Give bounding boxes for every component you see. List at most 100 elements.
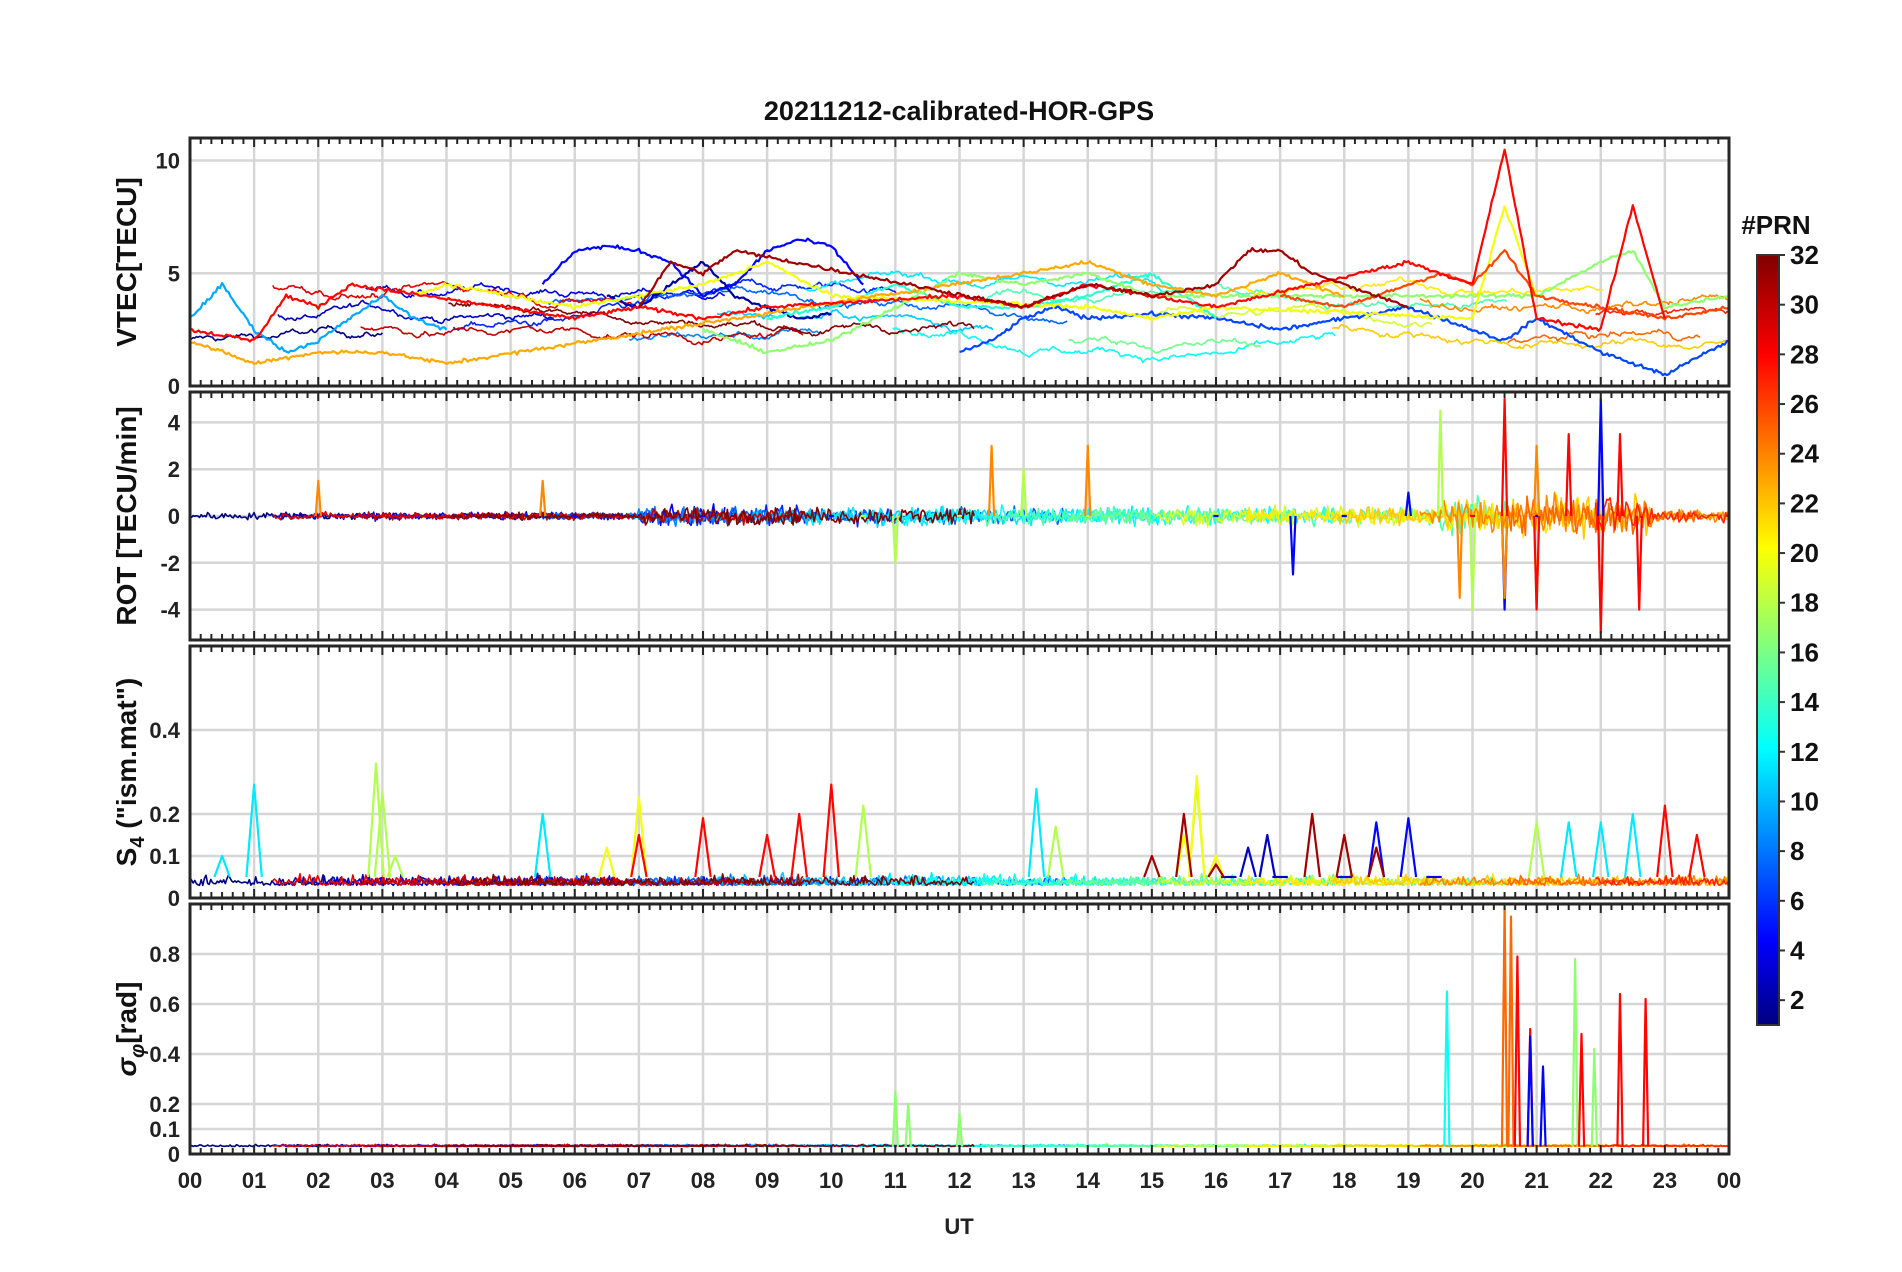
x-tick-label: 21 — [1524, 1168, 1548, 1193]
peak-prn-28 — [758, 833, 776, 878]
x-tick-label: 00 — [1717, 1168, 1741, 1193]
peak-prn-25 — [1507, 915, 1515, 1147]
colorbar-tick-label: 8 — [1790, 836, 1804, 866]
peak-prn-20 — [1207, 854, 1225, 878]
background-trace-prn-11 — [716, 309, 994, 333]
peak-prn-17 — [1571, 957, 1579, 1147]
peak-prn-12 — [1559, 821, 1578, 878]
series-line-prn-26 — [1280, 249, 1729, 321]
x-tick-label: 17 — [1268, 1168, 1292, 1193]
series-prn-12 — [213, 783, 1642, 878]
colorbar-tick-label: 6 — [1790, 886, 1804, 916]
series-prn-20 — [598, 775, 1225, 878]
peak-prn-5 — [1399, 817, 1418, 878]
series-line-prn-7 — [959, 305, 1729, 377]
y-tick-label: 0.4 — [149, 718, 180, 743]
x-tick-label: 09 — [755, 1168, 779, 1193]
peak-prn-3 — [1239, 846, 1257, 878]
colorbar-tick-label: 10 — [1790, 786, 1819, 816]
peak-prn-24 — [539, 479, 547, 517]
peak-prn-31 — [1367, 846, 1386, 878]
x-tick-label: 15 — [1140, 1168, 1164, 1193]
peak-prn-12 — [1624, 812, 1642, 878]
panel-sigma_phi: 00.10.20.40.60.8σφ[rad]00 01 02 03 04 05 06 07 0… — [111, 902, 1741, 1193]
series-group — [190, 762, 1729, 887]
y-tick-label: 0.8 — [149, 942, 180, 967]
peak-prn-31 — [1303, 812, 1321, 878]
background-trace-prn-13 — [892, 326, 1336, 364]
y-axis-label-tail: ("ism.mat") — [111, 678, 142, 837]
colorbar-tick-label: 20 — [1790, 538, 1819, 568]
y-tick-label: 0 — [168, 1142, 180, 1167]
y-tick-label: 0.1 — [149, 1117, 180, 1142]
x-tick-label: 18 — [1332, 1168, 1356, 1193]
background-trace-prn-25 — [1507, 874, 1701, 887]
colorbar-gradient — [1756, 254, 1780, 1026]
colorbar-tick-label: 4 — [1790, 935, 1805, 965]
x-tick-label: 03 — [370, 1168, 394, 1193]
peak-prn-28 — [1616, 992, 1624, 1147]
background-trace-prn-1 — [190, 324, 383, 342]
peak-prn-5 — [1526, 1035, 1534, 1147]
colorbar-title: #PRN — [1741, 210, 1810, 240]
x-tick-label: 00 — [178, 1168, 202, 1193]
peak-prn-18 — [373, 791, 392, 878]
x-tick-label: 01 — [242, 1168, 266, 1193]
y-axis-label: S4 ("ism.mat") — [111, 678, 149, 867]
series-line-prn-28 — [190, 148, 1666, 343]
x-tick-label: 13 — [1011, 1168, 1035, 1193]
series-prn-17 — [891, 957, 1598, 1147]
peak-prn-28 — [1513, 955, 1522, 1147]
colorbar-tick-label: 24 — [1790, 439, 1819, 469]
peak-prn-28 — [1656, 804, 1674, 878]
peak-prn-28 — [1688, 833, 1706, 878]
colorbar-tick-label: 2 — [1790, 985, 1804, 1015]
series-group — [190, 905, 1729, 1148]
background-trace-prn-22 — [1331, 323, 1729, 350]
peak-prn-18 — [367, 762, 385, 878]
series-group — [190, 397, 1729, 635]
series-prn-3 — [1221, 833, 1288, 879]
peak-prn-28 — [1616, 433, 1624, 517]
peak-prn-31 — [1175, 812, 1193, 878]
x-tick-label: 14 — [1076, 1168, 1101, 1193]
peak-prn-13 — [1443, 990, 1451, 1147]
series-line-prn-5 — [541, 237, 864, 298]
peak-prn-5 — [1404, 491, 1412, 517]
peak-prn-24 — [314, 479, 322, 517]
peak-prn-5 — [1289, 515, 1297, 576]
y-tick-label: 0.2 — [149, 802, 180, 827]
background-trace-prn-32 — [448, 302, 975, 337]
background-trace-prn-8 — [540, 285, 1068, 325]
background-trace-prn-32 — [447, 873, 975, 887]
peak-prn-18 — [386, 854, 404, 878]
peak-prn-3 — [1258, 833, 1277, 878]
x-tick-label: 10 — [819, 1168, 843, 1193]
colorbar-tick-label: 32 — [1790, 240, 1819, 270]
y-tick-label: 0 — [168, 886, 180, 911]
colorbar-tick-label: 22 — [1790, 488, 1819, 518]
y-tick-label: 0.4 — [149, 1042, 180, 1067]
y-axis-label-main: σ — [111, 1056, 142, 1076]
series-prn-28 — [630, 783, 1706, 878]
peak-prn-18 — [1436, 409, 1445, 517]
peak-prn-24 — [1500, 515, 1509, 600]
x-tick-label: 22 — [1589, 1168, 1613, 1193]
peak-prn-20 — [630, 796, 648, 878]
peak-prn-5 — [1539, 1065, 1547, 1147]
background-trace-prn-13 — [892, 873, 1336, 887]
y-tick-label: 5 — [168, 261, 180, 286]
background-trace-prn-24 — [1419, 873, 1729, 887]
peak-prn-31 — [1207, 863, 1225, 878]
background-trace-prn-30 — [360, 506, 804, 527]
peak-prn-24 — [987, 444, 996, 517]
background-trace-prn-32 — [448, 1143, 975, 1148]
peak-prn-18 — [1468, 515, 1477, 611]
y-tick-label: 0.6 — [149, 992, 180, 1017]
figure-title: 20211212-calibrated-HOR-GPS — [764, 96, 1154, 126]
peak-prn-28 — [1642, 997, 1650, 1147]
peak-prn-31 — [1335, 833, 1353, 878]
colorbar-tick-label: 26 — [1790, 389, 1819, 419]
